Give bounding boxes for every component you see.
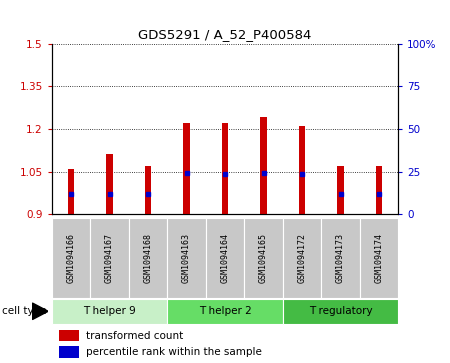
Bar: [52, 218, 90, 298]
Bar: [144, 166, 152, 214]
Bar: [360, 218, 398, 298]
Text: GSM1094168: GSM1094168: [144, 233, 153, 283]
Text: cell type: cell type: [2, 306, 47, 316]
Bar: [58, 346, 80, 358]
Bar: [283, 299, 398, 323]
Bar: [221, 123, 229, 214]
Title: GDS5291 / A_52_P400584: GDS5291 / A_52_P400584: [138, 28, 312, 41]
Text: GSM1094164: GSM1094164: [220, 233, 230, 283]
Bar: [376, 166, 382, 214]
Text: GSM1094172: GSM1094172: [297, 233, 306, 283]
Bar: [58, 330, 80, 341]
Bar: [321, 218, 360, 298]
Bar: [68, 169, 74, 214]
Bar: [260, 118, 267, 214]
Text: GSM1094165: GSM1094165: [259, 233, 268, 283]
Bar: [206, 218, 244, 298]
Bar: [52, 299, 167, 323]
Polygon shape: [32, 303, 48, 319]
Text: GSM1094166: GSM1094166: [67, 233, 76, 283]
Bar: [129, 218, 167, 298]
Bar: [167, 299, 283, 323]
Text: GSM1094173: GSM1094173: [336, 233, 345, 283]
Bar: [167, 218, 206, 298]
Text: GSM1094174: GSM1094174: [374, 233, 383, 283]
Bar: [106, 154, 113, 214]
Bar: [183, 123, 190, 214]
Text: GSM1094163: GSM1094163: [182, 233, 191, 283]
Text: T helper 2: T helper 2: [198, 306, 252, 316]
Bar: [283, 218, 321, 298]
Bar: [90, 218, 129, 298]
Text: transformed count: transformed count: [86, 331, 184, 341]
Text: GSM1094167: GSM1094167: [105, 233, 114, 283]
Text: T regulatory: T regulatory: [309, 306, 372, 316]
Bar: [337, 166, 344, 214]
Bar: [244, 218, 283, 298]
Text: T helper 9: T helper 9: [83, 306, 136, 316]
Text: percentile rank within the sample: percentile rank within the sample: [86, 347, 262, 357]
Bar: [298, 126, 306, 214]
